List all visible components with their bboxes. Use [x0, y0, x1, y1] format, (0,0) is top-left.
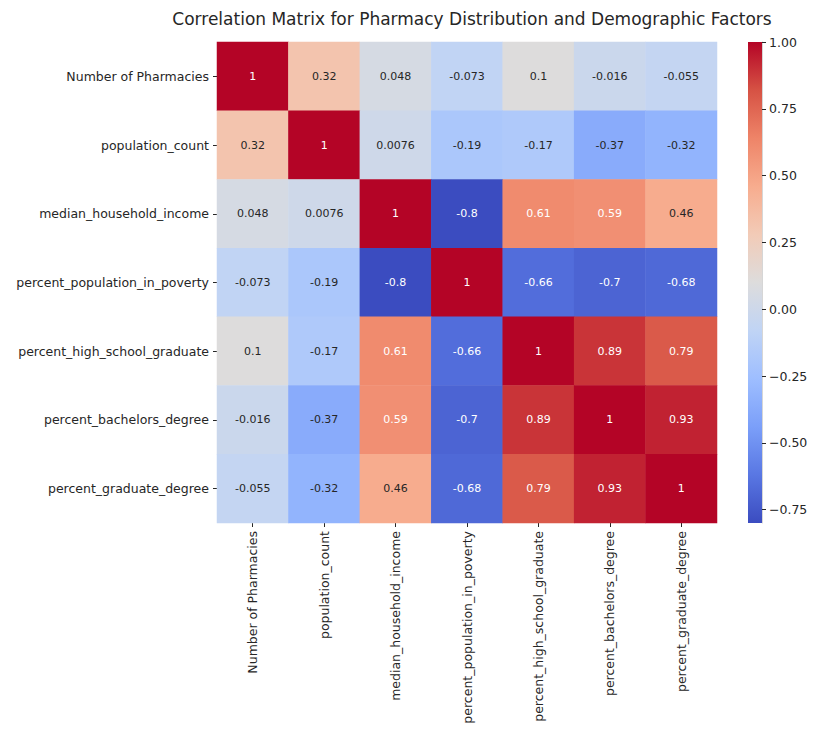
- svg-text:Number of Pharmacies: Number of Pharmacies: [66, 69, 209, 84]
- svg-text:population_count: population_count: [101, 138, 209, 153]
- svg-text:median_household_income: median_household_income: [39, 206, 209, 221]
- svg-text:0.79: 0.79: [669, 345, 694, 358]
- svg-text:0.89: 0.89: [598, 345, 623, 358]
- svg-text:-0.68: -0.68: [453, 482, 481, 495]
- svg-text:percent_population_in_poverty: percent_population_in_poverty: [460, 530, 475, 723]
- svg-text:0.93: 0.93: [669, 413, 694, 426]
- svg-text:percent_graduate_degree: percent_graduate_degree: [48, 481, 209, 496]
- svg-text:0.00: 0.00: [769, 302, 797, 317]
- svg-text:Correlation Matrix for Pharmac: Correlation Matrix for Pharmacy Distribu…: [172, 9, 772, 29]
- svg-text:-0.17: -0.17: [524, 139, 552, 152]
- svg-text:-0.37: -0.37: [596, 139, 624, 152]
- svg-text:-0.19: -0.19: [310, 276, 338, 289]
- svg-text:percent_high_school_graduate: percent_high_school_graduate: [531, 531, 546, 722]
- svg-text:-0.8: -0.8: [456, 207, 477, 220]
- svg-text:0.79: 0.79: [526, 482, 551, 495]
- svg-text:percent_bachelors_degree: percent_bachelors_degree: [44, 412, 209, 427]
- svg-text:-0.66: -0.66: [453, 345, 481, 358]
- svg-text:0.32: 0.32: [240, 139, 265, 152]
- svg-text:0.61: 0.61: [526, 207, 551, 220]
- svg-text:-0.17: -0.17: [310, 345, 338, 358]
- svg-text:-0.7: -0.7: [599, 276, 620, 289]
- svg-text:median_household_income: median_household_income: [388, 531, 403, 701]
- svg-text:−0.75: −0.75: [769, 502, 807, 517]
- svg-text:1: 1: [321, 139, 328, 152]
- svg-text:-0.073: -0.073: [235, 276, 270, 289]
- svg-text:0.50: 0.50: [769, 168, 797, 183]
- svg-text:1.00: 1.00: [769, 35, 797, 50]
- svg-text:Number of Pharmacies: Number of Pharmacies: [245, 531, 260, 674]
- svg-text:0.048: 0.048: [380, 70, 412, 83]
- svg-text:-0.7: -0.7: [456, 413, 477, 426]
- svg-text:-0.19: -0.19: [453, 139, 481, 152]
- svg-text:-0.016: -0.016: [235, 413, 270, 426]
- svg-text:percent_bachelors_degree: percent_bachelors_degree: [602, 531, 617, 696]
- svg-text:0.93: 0.93: [598, 482, 623, 495]
- svg-text:0.25: 0.25: [769, 235, 797, 250]
- svg-text:-0.055: -0.055: [235, 482, 270, 495]
- svg-text:0.0076: 0.0076: [376, 139, 415, 152]
- svg-text:−0.25: −0.25: [769, 369, 807, 384]
- svg-text:percent_population_in_poverty: percent_population_in_poverty: [16, 275, 209, 290]
- svg-text:-0.055: -0.055: [664, 70, 699, 83]
- svg-text:-0.8: -0.8: [385, 276, 406, 289]
- svg-text:1: 1: [606, 413, 613, 426]
- svg-text:percent_graduate_degree: percent_graduate_degree: [674, 531, 689, 692]
- svg-text:-0.32: -0.32: [310, 482, 338, 495]
- svg-text:-0.68: -0.68: [667, 276, 695, 289]
- svg-text:0.0076: 0.0076: [305, 207, 344, 220]
- svg-text:1: 1: [535, 345, 542, 358]
- svg-text:-0.32: -0.32: [667, 139, 695, 152]
- svg-text:1: 1: [678, 482, 685, 495]
- svg-text:-0.073: -0.073: [449, 70, 484, 83]
- svg-text:0.1: 0.1: [244, 345, 262, 358]
- svg-text:0.59: 0.59: [383, 413, 408, 426]
- svg-text:0.048: 0.048: [237, 207, 269, 220]
- svg-text:0.1: 0.1: [530, 70, 548, 83]
- svg-text:0.59: 0.59: [598, 207, 623, 220]
- svg-text:0.46: 0.46: [383, 482, 408, 495]
- svg-text:-0.66: -0.66: [524, 276, 552, 289]
- svg-text:population_count: population_count: [317, 531, 332, 639]
- svg-text:0.46: 0.46: [669, 207, 694, 220]
- svg-text:percent_high_school_graduate: percent_high_school_graduate: [18, 344, 209, 359]
- svg-text:0.32: 0.32: [312, 70, 337, 83]
- svg-text:0.75: 0.75: [769, 101, 797, 116]
- svg-text:0.61: 0.61: [383, 345, 408, 358]
- svg-text:−0.50: −0.50: [769, 435, 807, 450]
- svg-text:1: 1: [464, 276, 471, 289]
- svg-text:1: 1: [392, 207, 399, 220]
- svg-text:-0.016: -0.016: [592, 70, 627, 83]
- svg-text:0.89: 0.89: [526, 413, 551, 426]
- svg-text:-0.37: -0.37: [310, 413, 338, 426]
- svg-text:1: 1: [249, 70, 256, 83]
